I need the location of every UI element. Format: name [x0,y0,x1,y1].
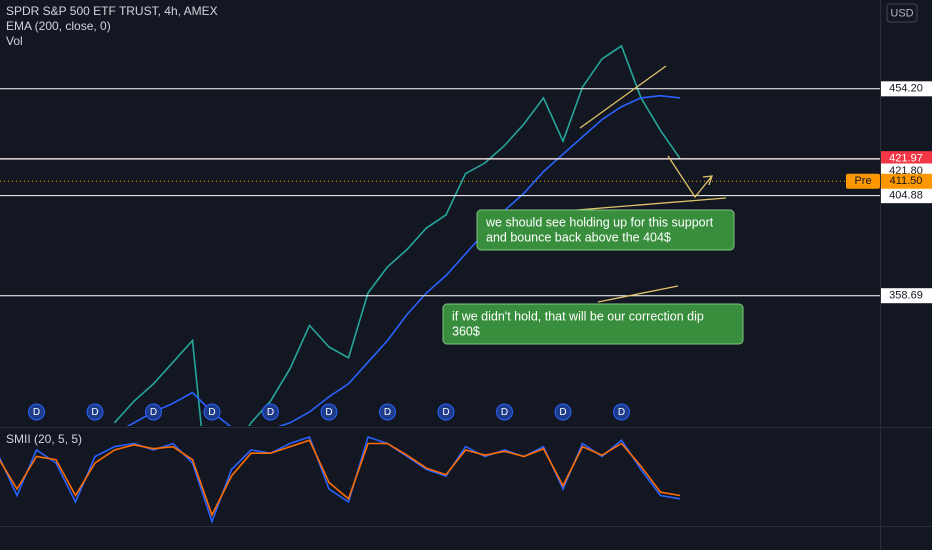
dividend-marker[interactable]: D [554,403,572,421]
dividend-marker[interactable]: D [379,403,396,421]
price-label: 454.20 [889,83,923,95]
dividend-label: D [33,407,40,418]
dividend-circle [28,403,45,421]
note-background [442,303,744,345]
currency-label: USD [890,7,913,19]
indicator-label[interactable]: Vol [6,34,23,48]
dividend-label: D [325,407,332,418]
dividend-marker[interactable]: D [496,403,513,421]
dividend-circle [554,403,572,421]
arrow-head [702,175,713,186]
dividend-marker[interactable]: D [145,403,162,421]
dividend-label: D [618,407,625,418]
series-line [113,44,681,426]
dividend-label: D [267,407,274,418]
price-label-box [881,173,932,189]
series-line [0,435,681,524]
dividend-marker[interactable]: D [28,403,45,421]
button-border [886,3,918,23]
premarket-tag: Pre [854,175,871,187]
price-label: 421.97 [889,153,923,165]
dividend-circle [496,403,513,421]
pane [0,435,681,524]
symbol-title: SPDR S&P 500 ETF TRUST, 4h, AMEX [6,4,218,18]
price-label-box [881,288,932,304]
dividend-circle [145,403,162,421]
dividend-circle [379,403,396,421]
note-text: we should see holding up for this suppor… [485,215,714,229]
dividend-marker[interactable]: D [613,403,630,421]
dividend-marker[interactable]: D [262,403,279,421]
trend-line [579,65,667,129]
premarket-tag-box [846,173,880,189]
price-label-box [881,151,932,167]
dividend-label: D [384,407,391,418]
dividend-marker[interactable]: D [203,403,221,421]
dividend-marker[interactable]: D [437,403,455,421]
dividend-label: D [559,407,566,418]
price-label-box [881,81,932,97]
dividend-marker[interactable]: D [320,403,338,421]
series-line [0,439,681,518]
note-text: if we didn't hold, that will be our corr… [452,309,704,323]
note-background [476,209,735,251]
dividend-circle [437,403,455,421]
price-label-box [881,188,932,204]
price-label: 404.88 [889,190,923,202]
dividend-circle [320,403,338,421]
dividend-marker[interactable]: D [86,403,104,421]
callout-line [597,285,679,303]
path-arrow [667,155,713,199]
currency-button[interactable]: USD [886,3,918,23]
note-text: and bounce back above the 404$ [486,230,671,244]
note-box[interactable]: if we didn't hold, that will be our corr… [442,303,744,345]
note-box[interactable]: we should see holding up for this suppor… [476,209,735,251]
note-text: 360$ [452,324,480,338]
indicator-label[interactable]: EMA (200, close, 0) [6,19,111,33]
price-label: 411.50 [890,175,923,187]
dividend-circle [86,403,104,421]
dividend-label: D [150,407,157,418]
price-label: 358.69 [889,290,923,302]
dividend-circle [203,403,221,421]
dividend-circle [613,403,630,421]
dividend-circle [262,403,279,421]
dividend-label: D [91,407,98,418]
dividend-label: D [442,407,449,418]
dividend-label: D [208,407,215,418]
indicator-label[interactable]: SMII (20, 5, 5) [6,432,82,446]
dividend-label: D [501,407,508,418]
